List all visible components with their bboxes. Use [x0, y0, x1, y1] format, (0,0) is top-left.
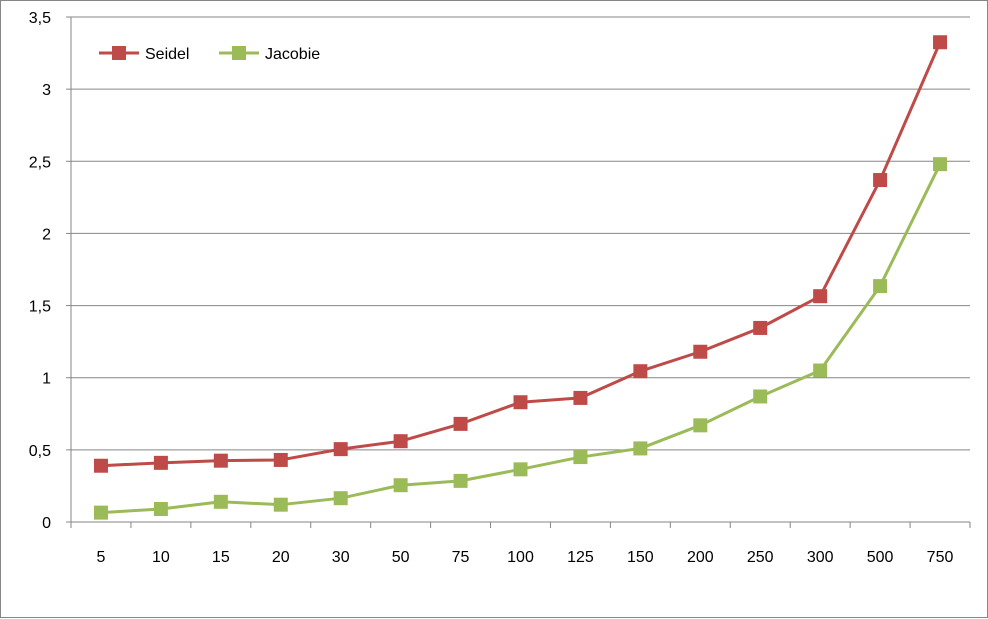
- x-axis-tick-labels: 5 10 15 20 30 50 75 100 125 150 200 250 300 500 750: [97, 549, 954, 566]
- data-point-seidel: [633, 364, 648, 379]
- data-point-jacobie: [753, 389, 768, 404]
- x-tick-label: 250: [747, 549, 774, 566]
- data-point-seidel: [453, 416, 468, 431]
- data-point-jacobie: [873, 279, 888, 294]
- series-group: [93, 35, 948, 520]
- y-tick-label: 2,5: [29, 154, 51, 171]
- data-point-seidel: [213, 453, 228, 468]
- data-point-jacobie: [153, 502, 168, 517]
- series-jacobie: [93, 157, 948, 520]
- x-tick-label: 50: [392, 549, 410, 566]
- data-point-seidel: [93, 458, 108, 473]
- x-tick-label: 200: [687, 549, 714, 566]
- data-point-jacobie: [453, 473, 468, 488]
- data-point-jacobie: [393, 478, 408, 493]
- y-tick-label: 0: [42, 515, 51, 532]
- x-tick-label: 750: [927, 549, 954, 566]
- legend-label-jacobie: Jacobie: [265, 46, 320, 63]
- series-seidel: [93, 35, 948, 473]
- y-axis-tick-labels: 0 0,5 1 1,5 2 2,5 3 3,5: [29, 10, 51, 532]
- x-tick-label: 15: [212, 549, 230, 566]
- legend-item-seidel: Seidel: [99, 46, 189, 63]
- data-point-seidel: [753, 320, 768, 335]
- gridlines: [71, 16, 970, 451]
- data-point-jacobie: [513, 462, 528, 477]
- legend: Seidel Jacobie: [99, 46, 320, 63]
- data-point-jacobie: [333, 491, 348, 506]
- data-point-jacobie: [813, 363, 828, 378]
- x-tick-label: 75: [452, 549, 470, 566]
- data-point-seidel: [693, 344, 708, 359]
- x-tick-label: 500: [867, 549, 894, 566]
- x-tick-label: 300: [807, 549, 834, 566]
- data-point-jacobie: [933, 157, 948, 172]
- legend-marker-seidel: [112, 46, 126, 60]
- data-point-seidel: [333, 442, 348, 457]
- data-point-jacobie: [573, 450, 588, 465]
- legend-label-seidel: Seidel: [145, 46, 189, 63]
- legend-item-jacobie: Jacobie: [219, 46, 320, 63]
- y-tick-label: 3,5: [29, 10, 51, 27]
- data-point-jacobie: [693, 418, 708, 433]
- data-point-jacobie: [213, 494, 228, 509]
- y-tick-label: 2: [42, 226, 51, 243]
- x-tick-label: 100: [507, 549, 534, 566]
- x-tick-label: 150: [627, 549, 654, 566]
- axes: [66, 16, 971, 528]
- data-point-jacobie: [93, 505, 108, 520]
- data-point-seidel: [873, 173, 888, 188]
- x-tick-label: 10: [152, 549, 170, 566]
- data-point-seidel: [813, 289, 828, 304]
- data-point-seidel: [513, 395, 528, 410]
- data-point-seidel: [933, 35, 948, 50]
- data-point-seidel: [273, 452, 288, 467]
- y-tick-label: 1,5: [29, 299, 51, 316]
- x-tick-label: 20: [272, 549, 290, 566]
- y-tick-label: 3: [42, 82, 51, 99]
- x-tick-label: 125: [567, 549, 594, 566]
- data-point-jacobie: [273, 497, 288, 512]
- x-tick-label: 5: [97, 549, 106, 566]
- y-tick-label: 0,5: [29, 443, 51, 460]
- data-point-jacobie: [633, 441, 648, 456]
- legend-marker-jacobie: [232, 46, 246, 60]
- data-point-seidel: [573, 390, 588, 405]
- x-tick-label: 30: [332, 549, 350, 566]
- data-point-seidel: [393, 434, 408, 449]
- data-point-seidel: [153, 455, 168, 470]
- y-tick-label: 1: [42, 371, 51, 388]
